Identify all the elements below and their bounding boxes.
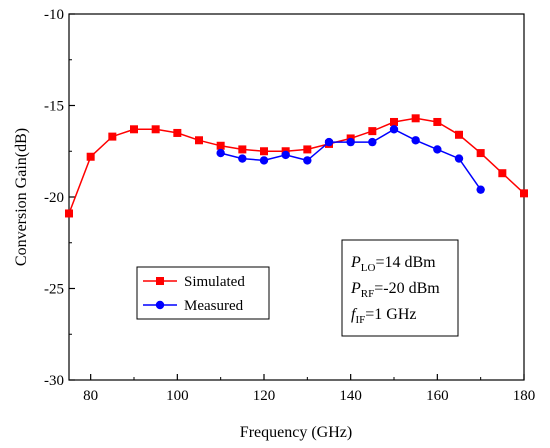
y-tick-label: -25 <box>44 282 64 298</box>
data-point <box>259 156 269 165</box>
data-point <box>390 117 398 126</box>
data-point <box>238 154 247 163</box>
data-point <box>411 136 420 145</box>
data-point <box>368 137 377 147</box>
data-point <box>216 148 225 158</box>
data-point <box>195 136 203 145</box>
data-point <box>346 137 355 147</box>
legend-marker <box>155 300 165 310</box>
data-point <box>281 150 290 160</box>
data-point <box>498 169 507 178</box>
data-point <box>260 147 268 156</box>
y-axis-title: Conversion Gain(dB) <box>13 128 30 266</box>
legend-marker <box>156 277 164 285</box>
y-tick-label: -15 <box>44 99 64 115</box>
series-simulated <box>65 114 528 218</box>
legend-entry: Simulated <box>143 274 245 290</box>
data-point <box>108 132 117 141</box>
data-point <box>303 156 312 165</box>
data-point <box>86 152 95 161</box>
annotation-line: PLO=14 dBm <box>350 254 436 274</box>
legend-box <box>136 266 270 320</box>
legend-label: Measured <box>184 298 244 314</box>
data-point <box>411 114 420 123</box>
series-measured <box>216 125 485 194</box>
annotation-line: fIF=1 GHz <box>351 306 416 326</box>
data-point <box>324 137 334 147</box>
legend-entry: Measured <box>143 298 244 314</box>
axis-ticks <box>69 13 525 381</box>
data-point <box>454 154 464 163</box>
data-point <box>151 125 160 134</box>
annotation-box: PLO=14 dBm PRF=-20 dBm fIF=1 GHz <box>341 239 459 337</box>
data-point <box>303 145 312 154</box>
data-point <box>476 149 485 158</box>
data-point <box>238 145 247 154</box>
data-point <box>130 125 138 134</box>
data-point <box>389 125 399 134</box>
x-tick-label: 160 <box>426 388 449 404</box>
legend: Simulated Measured <box>136 266 270 320</box>
data-point <box>433 117 442 126</box>
x-tick-label: 140 <box>339 388 362 404</box>
x-tick-label: 120 <box>253 388 276 404</box>
x-tick-label: 80 <box>83 388 98 404</box>
legend-label: Simulated <box>184 274 245 290</box>
x-tick-label: 180 <box>513 388 536 404</box>
y-tick-label: -20 <box>44 190 64 206</box>
data-point <box>173 128 182 137</box>
axis-tick-labels: 80 100 120 140 160 180 -30 -25 -20 -15 -10 <box>44 7 535 404</box>
annotation-line: PRF=-20 dBm <box>350 280 440 300</box>
data-point <box>216 141 225 150</box>
data-point <box>520 189 528 198</box>
data-point <box>476 185 485 194</box>
data-point <box>433 145 442 154</box>
data-point <box>455 130 463 139</box>
x-axis-title: Frequency (GHz) <box>240 424 352 441</box>
y-tick-label: -10 <box>44 7 64 23</box>
series-line <box>68 117 525 214</box>
annotation-frame <box>341 239 459 337</box>
data-point <box>65 209 73 218</box>
y-tick-label: -30 <box>44 373 64 389</box>
series-layer <box>65 114 528 218</box>
x-tick-label: 100 <box>166 388 189 404</box>
data-point <box>368 127 377 136</box>
